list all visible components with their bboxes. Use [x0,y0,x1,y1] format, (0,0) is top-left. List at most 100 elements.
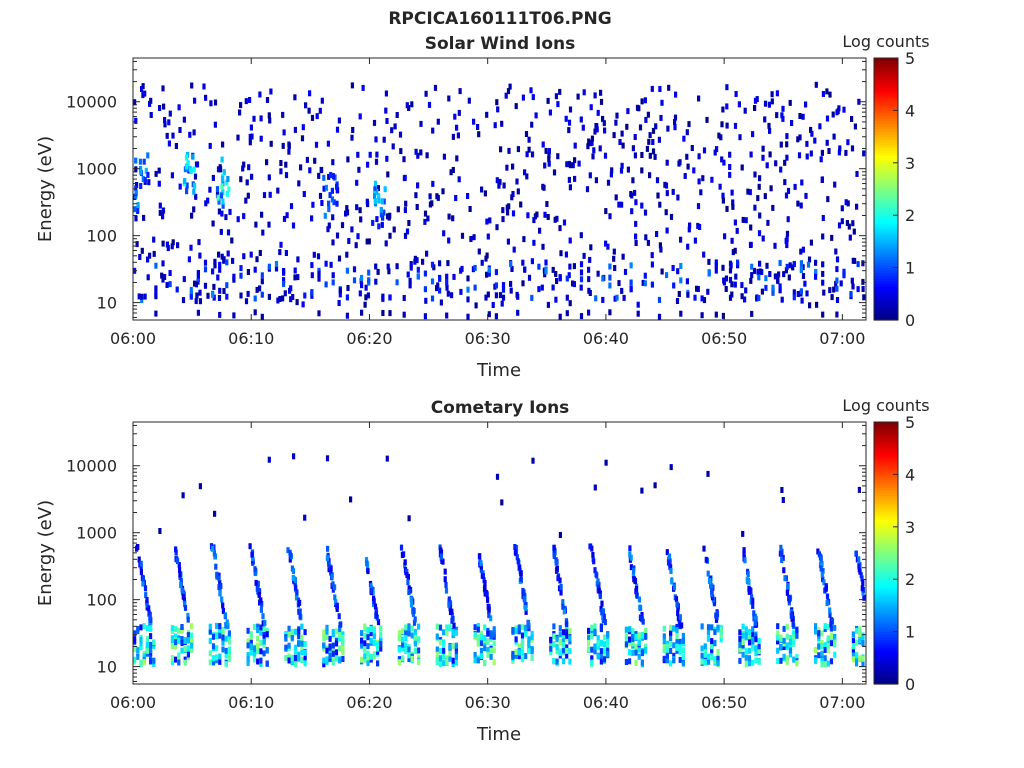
panel-title: Solar Wind Ions [425,34,576,54]
heatmap-cell [628,640,632,647]
heatmap-cell [567,119,572,126]
heatmap-cell [397,656,401,663]
heatmap-cell [796,200,800,207]
heatmap-cell [360,637,364,644]
heatmap-cell [596,644,600,651]
heatmap-cell [409,601,414,608]
heatmap-cell [193,280,197,287]
heatmap-cell [410,655,414,662]
heatmap-cell [376,641,380,648]
colorbar-segment [874,120,898,125]
heatmap-cell [324,184,328,191]
colorbar-segment [874,490,898,494]
heatmap-cell [710,176,714,183]
heatmap-cell [486,630,490,637]
heatmap-cell [602,634,607,641]
heatmap-cell [821,576,825,583]
heatmap-cell [158,209,162,216]
heatmap-cell [392,226,396,233]
heatmap-cell [776,634,780,641]
heatmap-cell [558,274,562,281]
heatmap-cell [665,190,669,197]
heatmap-cell [442,153,446,160]
heatmap-cell [232,273,236,280]
heatmap-cell [640,659,644,666]
heatmap-cell [384,240,388,247]
heatmap-cell [517,628,521,635]
heatmap-cell [675,623,679,630]
heatmap-cell [487,270,491,277]
heatmap-cell [451,661,455,667]
heatmap-cell [487,311,491,318]
heatmap-cell [416,273,420,280]
heatmap-cell [593,92,597,99]
heatmap-cell [322,174,326,181]
heatmap-cell [814,647,818,653]
heatmap-cell [284,630,288,637]
heatmap-cell [801,273,806,279]
colorbar-segment [874,251,898,256]
heatmap-cell [799,202,803,209]
heatmap-cell [365,560,369,567]
heatmap-cell [366,626,370,633]
heatmap-cell [282,268,286,274]
heatmap-cell [245,179,249,186]
heatmap-cell [360,656,364,663]
heatmap-cell [669,635,673,642]
heatmap-cell [478,553,482,560]
heatmap-cell [152,250,156,257]
heatmap-cell [297,180,301,187]
heatmap-cell [603,152,608,159]
heatmap-cell [192,129,196,136]
heatmap-cell [825,88,829,95]
heatmap-cell [334,628,339,635]
heatmap-cell [355,179,359,186]
colorbar-segment [874,126,898,130]
heatmap-cell [506,209,510,216]
heatmap-cell [782,637,786,644]
heatmap-cell [346,285,350,291]
heatmap-cell [722,159,726,166]
heatmap-cell [861,278,865,285]
heatmap-cell [696,203,701,210]
heatmap-cell [678,614,682,621]
heatmap-cell [859,572,863,579]
heatmap-cell [601,296,605,303]
heatmap-cell [636,301,640,308]
heatmap-cell [675,633,679,640]
heatmap-cell [253,266,257,273]
heatmap-cell [227,638,231,645]
heatmap-cell [397,635,401,642]
heatmap-cell [547,148,551,155]
heatmap-cell [713,640,717,647]
heatmap-cell [527,636,531,643]
heatmap-cell [634,643,638,650]
heatmap-cell [212,550,216,557]
heatmap-cell [308,90,312,97]
heatmap-cell [858,637,862,643]
heatmap-cell [734,273,738,280]
heatmap-cell [328,652,332,659]
heatmap-cell [488,217,492,224]
heatmap-cell [624,626,628,633]
heatmap-cell [705,116,709,123]
heatmap-cell [149,655,153,662]
heatmap-cell [853,257,857,264]
heatmap-cell [679,310,683,317]
heatmap-cell [829,640,834,647]
heatmap-cell [405,568,409,575]
heatmap-cell [338,627,342,634]
heatmap-cell [145,625,149,632]
heatmap-cell [579,276,584,283]
heatmap-cell [820,561,824,568]
heatmap-cell [835,311,839,318]
heatmap-cell [323,212,327,219]
heatmap-cell [193,97,197,104]
heatmap-cell [676,610,680,617]
heatmap-cell [716,660,720,667]
heatmap-cell [781,105,785,112]
heatmap-cell [672,625,676,632]
colorbar-segment [874,521,898,525]
heatmap-cell [265,646,269,653]
heatmap-cell [561,637,566,644]
